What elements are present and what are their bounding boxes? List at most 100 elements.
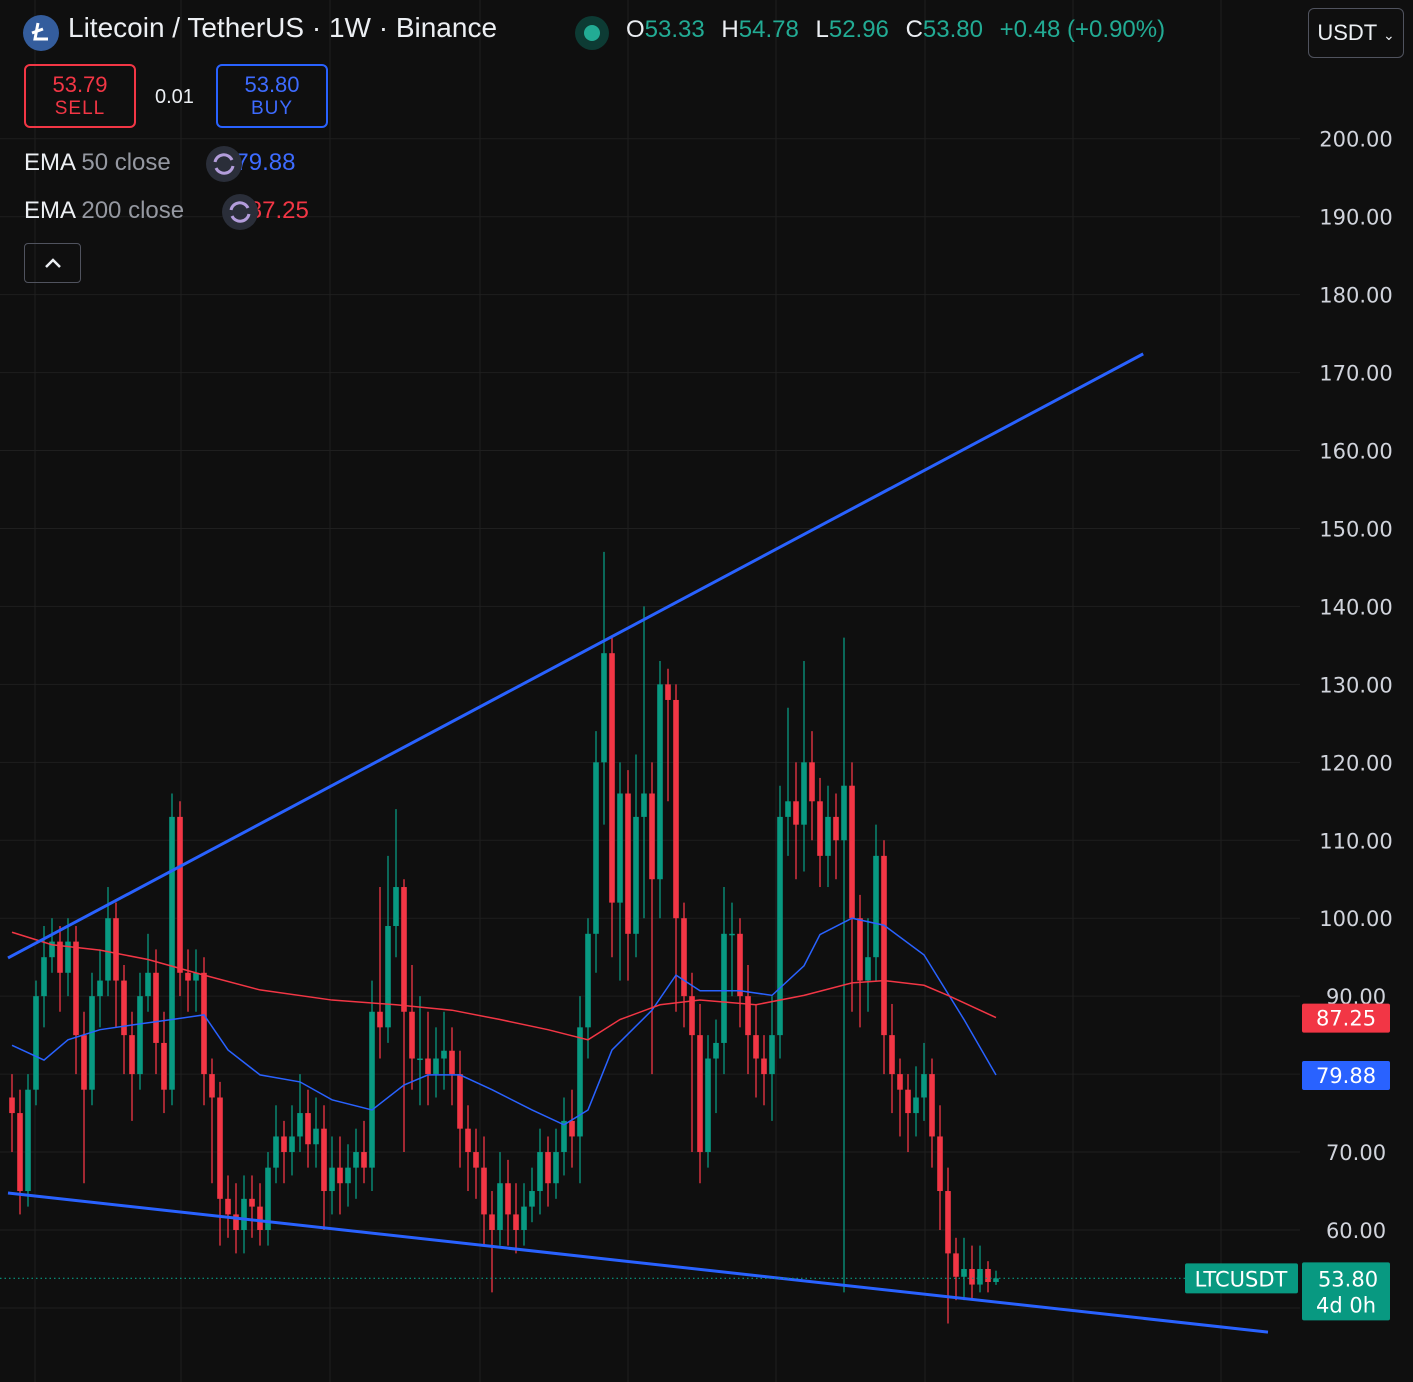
candle-body [297, 1113, 303, 1137]
candle-body [449, 1050, 455, 1075]
candle-body [305, 1113, 311, 1145]
ohlc-value: 53.80 [922, 16, 983, 43]
candle-body [913, 1097, 919, 1114]
y-tick-label: 160.00 [1319, 440, 1392, 464]
ema-legend: EMA 50 close 79.88 [24, 149, 295, 177]
candle-body [161, 1042, 167, 1090]
candle-body [841, 785, 847, 841]
candle-body [185, 972, 191, 981]
candle-body [417, 1058, 423, 1061]
candle-body [753, 1035, 759, 1059]
ohlc-change: +0.48 (+0.90%) [999, 16, 1166, 43]
buy-button[interactable]: 53.80 BUY [216, 64, 328, 128]
candle-body [553, 1152, 559, 1184]
candle-body [697, 1035, 703, 1153]
candle-body [745, 996, 751, 1036]
candle-body [177, 816, 183, 973]
trend-line [7, 1191, 1269, 1334]
buy-label: BUY [250, 98, 294, 119]
candle-body [441, 1050, 447, 1059]
ema-params: 200 close [81, 197, 185, 224]
candle-body [281, 1136, 287, 1153]
candle-body [937, 1136, 943, 1192]
candle-body [393, 887, 399, 927]
ema-value: 79.88 [235, 149, 296, 176]
candle-body [505, 1183, 511, 1215]
buy-price: 53.80 [244, 72, 300, 97]
candle-body [809, 762, 815, 802]
candle-body [649, 793, 655, 880]
candle-body [89, 996, 95, 1090]
candle-body [889, 1035, 895, 1075]
ema-name: EMA [24, 197, 75, 224]
candle-body [585, 933, 591, 1028]
candle-body [561, 1120, 567, 1153]
candle-body [977, 1268, 983, 1285]
candle-body [681, 918, 687, 997]
candle-body [993, 1278, 999, 1282]
candle-body [65, 941, 71, 973]
caret-path [45, 258, 61, 268]
candle-body [777, 816, 783, 1036]
candle-body [673, 699, 679, 919]
candle-body [289, 1136, 295, 1153]
y-tick-label: 140.00 [1319, 595, 1392, 619]
ohlc-value: 52.96 [828, 16, 889, 43]
y-tick-label: 120.00 [1319, 751, 1392, 775]
candle-body [713, 1042, 719, 1059]
candle-body [33, 996, 39, 1090]
time-left-label: 4d 0h [1316, 1293, 1376, 1317]
collapse-button[interactable] [24, 243, 81, 283]
sell-button[interactable]: 53.79 SELL [24, 64, 136, 128]
ema-settings-icon[interactable] [204, 144, 244, 184]
candle-body [233, 1214, 239, 1231]
candle-body [241, 1198, 247, 1231]
candle-body [521, 1206, 527, 1231]
candle-body [49, 941, 55, 958]
candle-body [921, 1074, 927, 1098]
candle-body [481, 1167, 487, 1215]
candle-body [25, 1089, 31, 1192]
candle-body [433, 1058, 439, 1075]
market-status [575, 16, 609, 50]
candle-body [513, 1214, 519, 1231]
candle-body [353, 1152, 359, 1168]
candle-body [705, 1058, 711, 1153]
currency-label: USDT [1317, 20, 1377, 45]
candle-body [929, 1074, 935, 1137]
icon-arrows [213, 153, 235, 175]
currency-dropdown[interactable]: USDT ⌄ [1308, 8, 1404, 58]
symbol-logo [23, 15, 59, 51]
candle-body [761, 1058, 767, 1075]
candle-body [273, 1136, 279, 1168]
symbol-tag [1185, 1263, 1298, 1294]
candle-body [129, 1035, 135, 1075]
candle-body [865, 957, 871, 981]
trend-line [7, 352, 1144, 960]
icon-arrows [229, 201, 251, 223]
logo-circle [23, 15, 59, 51]
candle-body [985, 1268, 991, 1282]
last-price-tag [1302, 1262, 1390, 1321]
status-dot [584, 25, 600, 41]
y-tick-label: 70.00 [1326, 1141, 1386, 1165]
ema-settings-icon[interactable] [220, 192, 260, 232]
candle-body [833, 816, 839, 841]
dropdown-caret: ⌄ [1382, 27, 1395, 43]
candle-body [217, 1097, 223, 1199]
sell-label: SELL [54, 98, 106, 119]
candle-body [121, 980, 127, 1036]
candle-body [729, 933, 735, 936]
candle-body [377, 1011, 383, 1028]
caret-up [45, 258, 61, 268]
candle-body [465, 1128, 471, 1153]
symbol-title: Litecoin / TetherUS · 1W · Binance [68, 12, 498, 43]
ema-name: EMA [24, 149, 75, 176]
ema-legend: EMA 200 close 87.25 [24, 197, 309, 225]
candle-body [361, 1152, 367, 1168]
y-tick-label: 200.00 [1319, 128, 1392, 152]
candle-body [529, 1191, 535, 1207]
ohlc-legend: O53.33 H54.78 L52.96 C53.80 +0.48 (+0.90… [626, 16, 1165, 44]
candle-body [657, 684, 663, 880]
